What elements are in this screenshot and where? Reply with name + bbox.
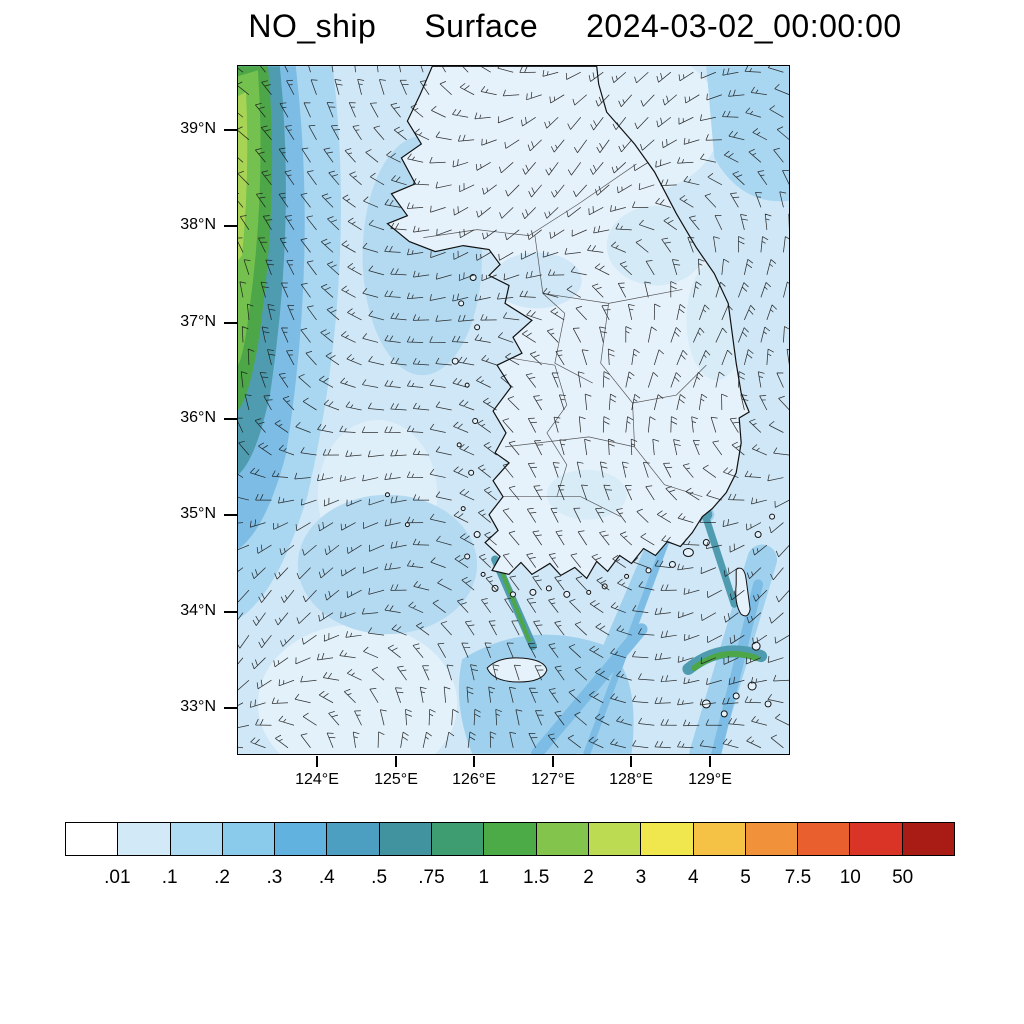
wind-barb-layer <box>238 66 789 749</box>
lat-tick-mark <box>224 611 237 613</box>
colorbar-cell <box>535 822 589 856</box>
colorbar-cell <box>221 822 276 856</box>
lat-tick-mark <box>224 129 237 131</box>
lat-tick-label: 33°N <box>180 698 216 715</box>
province-boundaries <box>423 163 707 517</box>
lat-tick-label: 37°N <box>180 313 216 330</box>
colorbar-tick-label: 3 <box>635 867 647 888</box>
tsushima-island <box>735 567 751 617</box>
lon-tick-label: 126°E <box>452 771 496 788</box>
map-svg <box>238 66 789 754</box>
lon-tick-label: 124°E <box>295 771 339 788</box>
colorbar-tick-label: .1 <box>161 867 178 888</box>
lon-tick-label: 128°E <box>609 771 653 788</box>
colorbar-cell <box>431 822 485 856</box>
colorbar-cell <box>169 822 223 856</box>
lat-tick-label: 36°N <box>180 409 216 426</box>
colorbar-cell <box>587 822 642 856</box>
colorbar-cell <box>744 822 799 856</box>
colorbar-cell <box>849 822 903 856</box>
lat-tick-mark <box>224 514 237 516</box>
colorbar-tick-label: 4 <box>687 867 699 888</box>
jeju-island <box>486 657 548 683</box>
colorbar-tick-label: .2 <box>214 867 230 888</box>
islands-layer <box>384 273 776 718</box>
lon-tick-mark <box>473 756 475 767</box>
lat-tick-label: 38°N <box>180 216 216 233</box>
lon-tick-label: 127°E <box>531 771 575 788</box>
lat-tick-mark <box>224 322 237 324</box>
colorbar-tick-label: 50 <box>892 867 914 888</box>
map-panel <box>237 65 790 755</box>
colorbar-cell <box>378 822 433 856</box>
lat-tick-label: 35°N <box>180 505 216 522</box>
plot-title: NO_ship Surface 2024-03-02_00:00:00 <box>130 8 1020 45</box>
colorbar-cell <box>692 822 746 856</box>
colorbar-tick-label: 7.5 <box>784 867 812 888</box>
colorbar-cell <box>901 822 956 856</box>
colorbar-tick-label: 1 <box>478 867 490 888</box>
lat-tick-mark <box>224 707 237 709</box>
lon-tick-mark <box>395 756 397 767</box>
colorbar-tick-label: .4 <box>318 867 335 888</box>
colorbar-tick-label: 5 <box>740 867 751 888</box>
colorbar-cell <box>65 822 119 856</box>
colorbar-tick-label: .3 <box>266 867 283 888</box>
lat-tick-mark <box>224 418 237 420</box>
lat-tick-label: 39°N <box>180 120 216 137</box>
lat-tick-mark <box>224 225 237 227</box>
colorbar-cell <box>117 822 171 856</box>
colorbar-tick-label: .01 <box>104 867 131 888</box>
colorbar-tick-label: 1.5 <box>522 867 550 888</box>
colorbar-tick-label: .5 <box>371 867 388 888</box>
lon-tick-label: 129°E <box>688 771 732 788</box>
lon-tick-mark <box>630 756 632 767</box>
colorbar-cell <box>483 822 537 856</box>
colorbar-tick-label: 2 <box>583 867 594 888</box>
lon-tick-mark <box>709 756 711 767</box>
colorbar-cell <box>326 822 380 856</box>
title-datetime: 2024-03-02_00:00:00 <box>586 8 902 44</box>
lon-tick-label: 125°E <box>374 771 418 788</box>
colorbar-tick-label: 10 <box>839 867 861 888</box>
colorbar-cell <box>274 822 328 856</box>
colorbar <box>65 822 956 856</box>
colorbar-cell <box>640 822 694 856</box>
lon-tick-mark <box>552 756 554 767</box>
title-level: Surface <box>424 8 539 44</box>
lon-tick-mark <box>316 756 318 767</box>
colorbar-tick-label: .75 <box>418 867 445 888</box>
title-variable: NO_ship <box>248 8 377 44</box>
lat-tick-label: 34°N <box>180 602 216 619</box>
colorbar-cell <box>797 822 851 856</box>
